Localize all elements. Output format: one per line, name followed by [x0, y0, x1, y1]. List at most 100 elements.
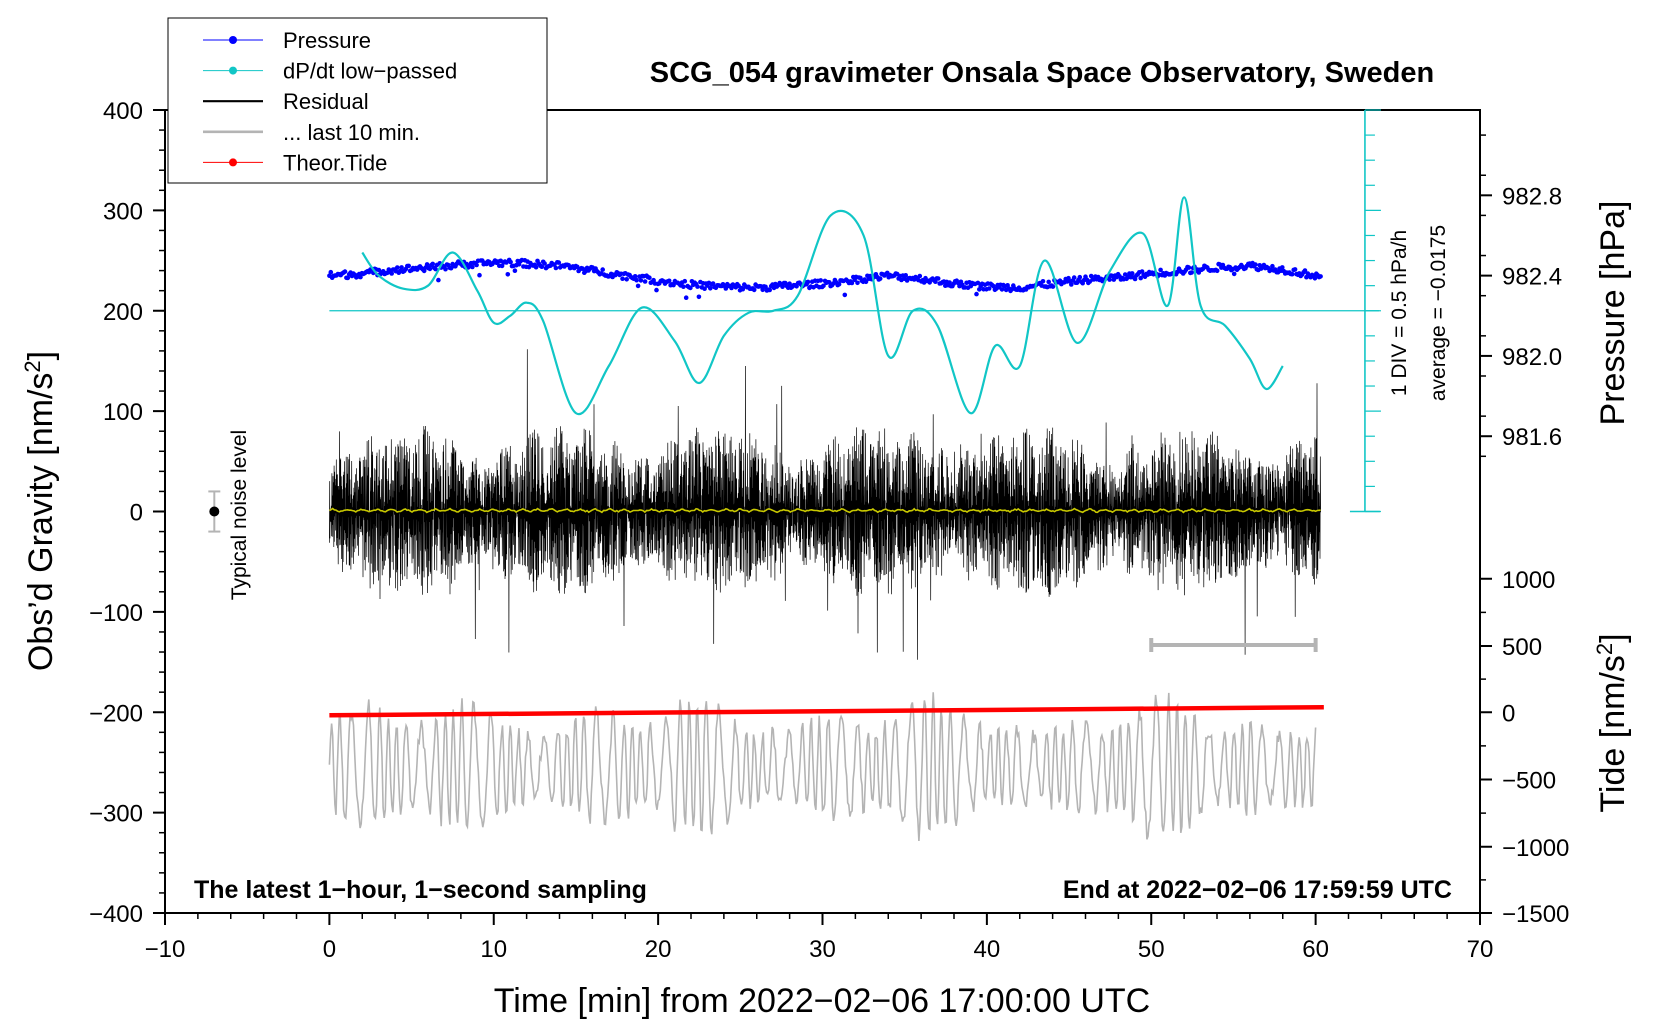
y-axis-title-right-top: Pressure [hPa]	[1594, 201, 1632, 426]
legend-swatch-dot	[229, 36, 237, 44]
pressure-point	[1302, 268, 1308, 273]
pressure-point	[345, 275, 351, 281]
pressure-point	[632, 274, 638, 279]
pressure-point	[634, 277, 639, 283]
pressure-point	[436, 277, 441, 283]
pressure-point	[542, 261, 547, 266]
pressure-point	[505, 272, 511, 277]
pressure-tick-label: 982.8	[1502, 183, 1562, 210]
x-tick-label: 40	[974, 936, 1001, 963]
x-tick-label: 20	[645, 936, 672, 963]
pressure-point	[406, 263, 412, 269]
axes-layer: −10 0 10 20 30 40 50 60 704003002001000−100−200−…	[89, 98, 1569, 963]
average-label: average = −0.0175	[1427, 225, 1450, 401]
pressure-point	[751, 287, 757, 293]
pressure-point	[682, 278, 688, 284]
y-tick-label: 200	[103, 299, 143, 326]
y-tick-label: −300	[89, 801, 143, 828]
pressure-point	[1040, 279, 1046, 284]
pressure-point	[917, 273, 923, 279]
pressure-point	[935, 276, 941, 281]
legend-label: ... last 10 min.	[283, 120, 420, 145]
tide-tick-label: −1500	[1502, 901, 1569, 928]
pressure-point	[556, 260, 562, 265]
scale-bar-label: 1 DIV = 0.5 hPa/h	[1388, 230, 1411, 396]
y-axis-title-right-bottom-exp: 2	[1592, 643, 1617, 655]
x-axis-title: Time [min] from 2022−02−06 17:00:00 UTC	[494, 982, 1150, 1020]
pressure-point	[999, 287, 1005, 292]
pressure-point	[710, 281, 716, 286]
pressure-point	[1214, 268, 1220, 274]
pressure-point	[702, 286, 707, 292]
legend-label: Theor.Tide	[283, 150, 387, 175]
pressure-point	[395, 265, 400, 270]
y-tick-label: 400	[103, 98, 143, 125]
pressure-point	[1158, 267, 1163, 273]
annotation-right: End at 2022−02−06 17:59:59 UTC	[1063, 876, 1452, 904]
noise-label: Typical noise level	[228, 430, 251, 600]
pressure-point	[708, 286, 713, 291]
pressure-series	[327, 257, 1323, 301]
x-tick-label: 70	[1467, 936, 1494, 963]
pressure-point	[642, 279, 648, 284]
pressure-point	[1129, 271, 1135, 276]
pressure-point	[666, 278, 672, 284]
pressure-point	[638, 278, 644, 283]
pressure-tick-label: 982.4	[1502, 264, 1562, 291]
pressure-point	[974, 291, 979, 297]
y-tick-label: 0	[130, 500, 143, 527]
pressure-point	[399, 265, 404, 270]
pressure-point	[688, 285, 693, 291]
tide-tick-label: −500	[1502, 768, 1556, 795]
pressure-point	[805, 279, 811, 285]
pressure-point	[654, 287, 659, 293]
pressure-point	[836, 281, 842, 287]
pressure-point	[1088, 273, 1094, 279]
pressure-point	[877, 276, 883, 281]
y-tick-label: −100	[89, 600, 143, 627]
pressure-point	[1270, 263, 1275, 269]
pressure-point	[787, 281, 792, 287]
x-tick-label: −10	[145, 936, 186, 963]
pressure-point	[696, 294, 702, 300]
annotation-left: The latest 1−hour, 1−second sampling	[194, 876, 647, 904]
pressure-point	[376, 267, 382, 273]
pressure-point	[1318, 274, 1323, 279]
y-axis-title-right-bottom: Tide [nm/s2]	[1592, 633, 1632, 812]
residual-trace	[329, 349, 1321, 660]
pressure-point	[1069, 282, 1074, 287]
tide-line	[329, 704, 1324, 718]
pressure-point	[1050, 284, 1056, 289]
pressure-point	[767, 287, 772, 293]
pressure-point	[903, 273, 908, 278]
pressure-point	[389, 271, 395, 276]
pressure-point	[1046, 279, 1051, 285]
pressure-point	[600, 267, 605, 272]
y-tick-label: −400	[89, 901, 143, 928]
pressure-point	[553, 265, 559, 271]
pressure-point	[328, 269, 334, 275]
pressure-point	[763, 284, 768, 290]
pressure-point	[474, 262, 479, 268]
legend-label: Residual	[283, 89, 369, 114]
pressure-point	[1132, 276, 1138, 282]
pressure-point	[1280, 265, 1285, 270]
pressure-point	[863, 279, 869, 285]
pressure-point	[849, 280, 855, 286]
pressure-point	[512, 268, 518, 274]
pressure-point	[695, 284, 700, 289]
pressure-point	[975, 280, 981, 286]
pressure-point	[740, 286, 746, 292]
x-tick-label: 30	[809, 936, 836, 963]
pressure-point	[1138, 275, 1143, 281]
pressure-point	[681, 284, 686, 290]
pressure-point	[780, 284, 785, 290]
y-axis-title-left: Obs’d Gravity [nm/s2]	[20, 351, 60, 671]
pressure-point	[818, 278, 823, 283]
pressure-point	[986, 286, 992, 291]
pressure-point	[1186, 265, 1192, 270]
y-axis-title-left-exp: 2	[20, 360, 45, 372]
pressure-point	[342, 269, 348, 274]
pressure-point	[842, 292, 848, 298]
